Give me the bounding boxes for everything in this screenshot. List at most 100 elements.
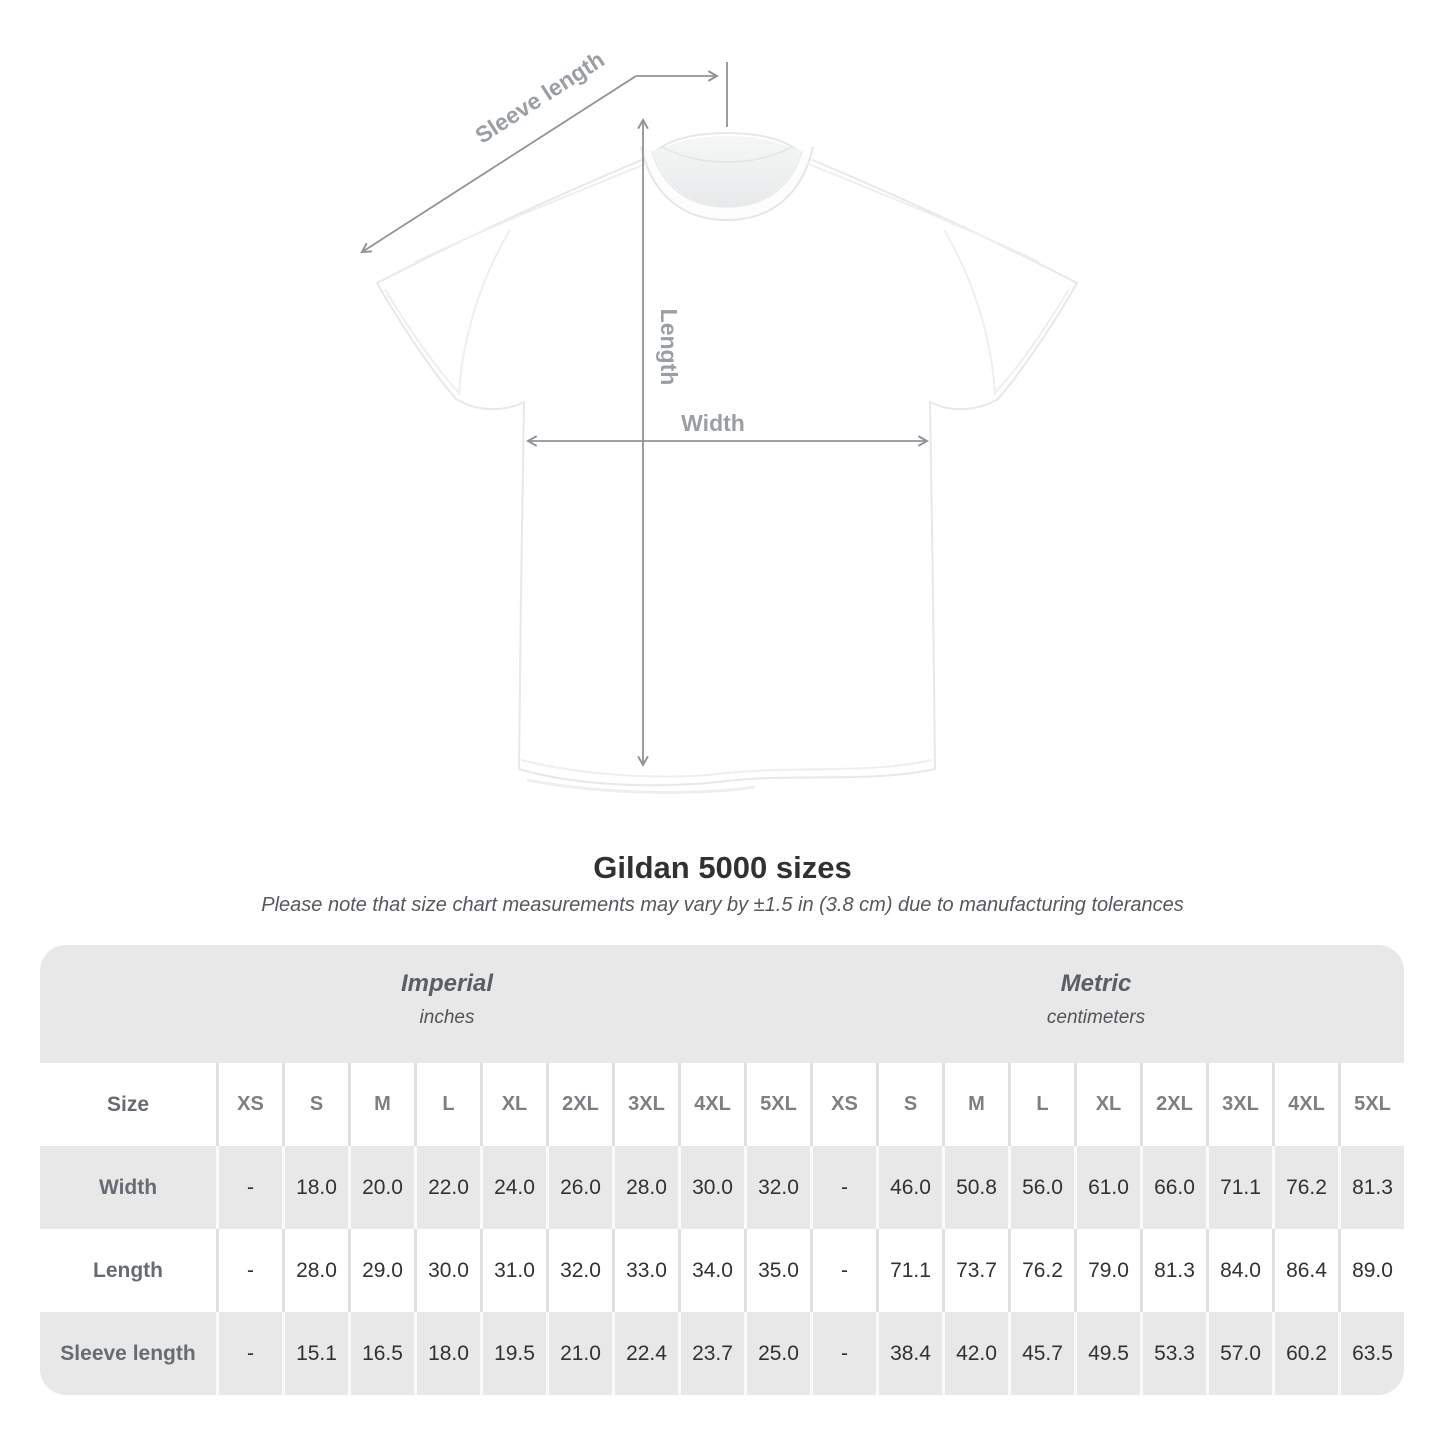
tshirt-measurement-diagram: Sleeve length Length Width	[360, 46, 1079, 794]
value-cell: 30.0	[678, 1146, 744, 1229]
neck-opening	[653, 136, 801, 207]
value-cell: 45.7	[1008, 1312, 1074, 1395]
table-row-sleeve-length: Sleeve length -15.1 16.5 18.0 19.5 21.0 22.4 2…	[40, 1312, 1404, 1395]
value-cell: -	[216, 1229, 282, 1312]
tshirt-silhouette	[375, 131, 1079, 787]
size-header-cell: 5XL	[1338, 1063, 1404, 1146]
back-collar-line	[661, 146, 793, 163]
table-row-length: Length -28.0 29.0 30.0 31.0 32.0 33.0 34.0 35.0…	[40, 1229, 1404, 1312]
value-cell: 71.1	[876, 1229, 942, 1312]
value-cell: 29.0	[348, 1229, 414, 1312]
value-cell: 42.0	[942, 1312, 1008, 1395]
value-cell: 15.1	[282, 1312, 348, 1395]
size-header-cell: 2XL	[1140, 1063, 1206, 1146]
value-cell: 71.1	[1206, 1146, 1272, 1229]
value-cell: 73.7	[942, 1229, 1008, 1312]
value-cell: 32.0	[744, 1146, 810, 1229]
row-label-sleeve-length: Sleeve length	[60, 1341, 196, 1365]
value-cell: 16.5	[348, 1312, 414, 1395]
metric-header: Metric centimeters	[1047, 969, 1145, 1033]
length-value-cells: -28.0 29.0 30.0 31.0 32.0 33.0 34.0 35.0-71.1 73…	[216, 1229, 1404, 1312]
value-cell: 61.0	[1074, 1146, 1140, 1229]
value-cell: 35.0	[744, 1229, 810, 1312]
value-cell: 56.0	[1008, 1146, 1074, 1229]
value-cell: 53.3	[1140, 1312, 1206, 1395]
value-cell: 19.5	[480, 1312, 546, 1395]
value-cell: 33.0	[612, 1229, 678, 1312]
value-cell: 38.4	[876, 1312, 942, 1395]
value-cell: 46.0	[876, 1146, 942, 1229]
value-cell: 66.0	[1140, 1146, 1206, 1229]
value-cell: -	[216, 1312, 282, 1395]
value-cell: 28.0	[612, 1146, 678, 1229]
seam-lines	[384, 162, 1070, 778]
tshirt-graphic	[375, 131, 1079, 794]
value-cell: 49.5	[1074, 1312, 1140, 1395]
sleeve-length-value-cells: -15.1 16.5 18.0 19.5 21.0 22.4 23.7 25.0-38.4 42…	[216, 1312, 1404, 1395]
size-header-cells: XS S M L XL 2XL 3XL 4XL 5XL XS S M L XL 2XL 3XL 4XL 5XL	[216, 1063, 1404, 1146]
value-cell: 86.4	[1272, 1229, 1338, 1312]
metric-title: Metric	[1060, 970, 1132, 997]
value-cell: 50.8	[942, 1146, 1008, 1229]
value-cell: 21.0	[546, 1312, 612, 1395]
size-header-cell: 3XL	[1206, 1063, 1272, 1146]
value-cell: 26.0	[546, 1146, 612, 1229]
value-cell: 18.0	[282, 1146, 348, 1229]
size-header-cell: 3XL	[612, 1063, 678, 1146]
collar-outer-edge	[640, 146, 814, 222]
size-header-cell: L	[1008, 1063, 1074, 1146]
size-header-cell: S	[282, 1063, 348, 1146]
value-cell: 63.5	[1338, 1312, 1404, 1395]
size-header-cell: 2XL	[546, 1063, 612, 1146]
metric-unit: centimeters	[1046, 1007, 1146, 1028]
size-header-cell: XL	[480, 1063, 546, 1146]
imperial-unit: inches	[419, 1007, 475, 1028]
value-cell: 18.0	[414, 1312, 480, 1395]
row-label-length: Length	[93, 1258, 163, 1282]
size-header-cell: M	[942, 1063, 1008, 1146]
value-cell: 89.0	[1338, 1229, 1404, 1312]
value-cell: 60.2	[1272, 1312, 1338, 1395]
value-cell: 25.0	[744, 1312, 810, 1395]
length-label: Length	[656, 309, 682, 386]
value-cell: 23.7	[678, 1312, 744, 1395]
width-value-cells: -18.0 20.0 22.0 24.0 26.0 28.0 30.0 32.0-46.0 50…	[216, 1146, 1404, 1229]
value-cell: 22.0	[414, 1146, 480, 1229]
size-header-cell: 5XL	[744, 1063, 810, 1146]
value-cell: -	[216, 1146, 282, 1229]
value-cell: 79.0	[1074, 1229, 1140, 1312]
value-cell: 20.0	[348, 1146, 414, 1229]
value-cell: 22.4	[612, 1312, 678, 1395]
size-header-cell: M	[348, 1063, 414, 1146]
value-cell: 31.0	[480, 1229, 546, 1312]
page-title: Gildan 5000 sizes	[593, 850, 852, 885]
value-cell: 84.0	[1206, 1229, 1272, 1312]
size-header-cell: S	[876, 1063, 942, 1146]
imperial-title: Imperial	[400, 970, 494, 997]
collar-inner-edge	[651, 150, 803, 208]
measurement-arrows	[360, 62, 929, 767]
size-header-cell: XL	[1074, 1063, 1140, 1146]
hem-shadow	[526, 778, 756, 794]
value-cell: 76.2	[1008, 1229, 1074, 1312]
sleeve-length-arrow	[360, 75, 637, 254]
size-header-cell: XS	[810, 1063, 876, 1146]
value-cell: 24.0	[480, 1146, 546, 1229]
imperial-header: Imperial inches	[401, 969, 493, 1033]
value-cell: 81.3	[1338, 1146, 1404, 1229]
value-cell: 30.0	[414, 1229, 480, 1312]
tolerance-note: Please note that size chart measurements…	[261, 894, 1184, 916]
table-row-width: Width -18.0 20.0 22.0 24.0 26.0 28.0 30.0 32.0-…	[40, 1146, 1404, 1229]
collar-band	[639, 148, 815, 220]
width-label: Width	[681, 410, 745, 436]
size-header-cell: 4XL	[1272, 1063, 1338, 1146]
value-cell: -	[810, 1312, 876, 1395]
value-cell: -	[810, 1229, 876, 1312]
size-col-header: Size	[106, 1092, 150, 1116]
value-cell: 34.0	[678, 1229, 744, 1312]
size-header-row: Size XS S M L XL 2XL 3XL 4XL 5XL XS S M L XL 2XL 3XL 4XL…	[40, 1063, 1404, 1146]
value-cell: 28.0	[282, 1229, 348, 1312]
unit-header-band: Imperial inches Metric centimeters	[40, 945, 1404, 1063]
sleeve-length-label: Sleeve length	[470, 46, 609, 149]
